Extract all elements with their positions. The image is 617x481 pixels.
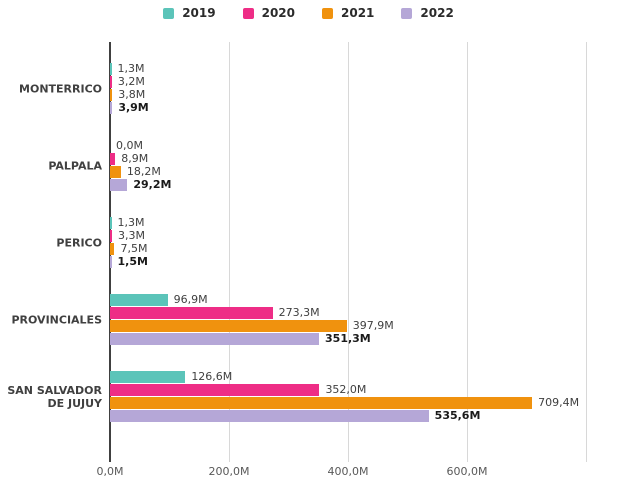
bar-value-label-2021-san-salvador-de-jujuy: 709,4M <box>538 396 580 409</box>
bar-2019-san-salvador-de-jujuy[interactable] <box>110 371 186 383</box>
bar-value-label-2022-san-salvador-de-jujuy: 535,6M <box>434 409 481 422</box>
bar-2019-provinciales[interactable] <box>110 294 168 306</box>
bar-2021-perico[interactable] <box>110 243 115 255</box>
gridline-800m <box>586 42 587 462</box>
bar-2021-monterrico[interactable] <box>110 89 113 101</box>
category-label-perico: PERICO <box>56 236 102 249</box>
x-tick-label-0: 0,0M <box>96 465 124 478</box>
bar-value-label-2020-san-salvador-de-jujuy: 352,0M <box>325 383 367 396</box>
plot-area: 0,0M 200,0M 400,0M 600,0M MONTERRICO 1,3M 3,2M… <box>7 42 587 478</box>
bar-2022-provinciales[interactable] <box>110 333 320 345</box>
x-tick-label-1: 200,0M <box>208 465 250 478</box>
legend-swatch-2021 <box>322 7 333 19</box>
bar-value-label-2020-monterrico: 3,2M <box>117 75 145 88</box>
legend-label-2021: 2021 <box>341 6 375 20</box>
category-label-palpala: PALPALA <box>48 159 102 172</box>
bar-2021-san-salvador-de-jujuy[interactable] <box>110 397 533 409</box>
bar-2022-perico[interactable] <box>110 256 112 268</box>
bar-2020-perico[interactable] <box>110 230 112 242</box>
bar-value-label-2021-palpala: 18,2M <box>126 165 161 178</box>
bar-value-label-2020-palpala: 8,9M <box>121 152 149 165</box>
bar-value-label-2019-perico: 1,3M <box>117 216 145 229</box>
bar-value-label-2020-provinciales: 273,3M <box>278 306 320 319</box>
bar-value-label-2022-provinciales: 351,3M <box>325 332 371 345</box>
bar-value-label-2019-monterrico: 1,3M <box>117 62 145 75</box>
x-tick-label-3: 600,0M <box>446 465 488 478</box>
bar-value-label-2021-perico: 7,5M <box>120 242 148 255</box>
bar-value-label-2022-monterrico: 3,9M <box>118 101 149 114</box>
gridline-400m <box>348 42 349 462</box>
chart-legend: 2019 2020 2021 2022 <box>0 6 617 20</box>
gridline-600m <box>467 42 468 462</box>
bar-value-label-2019-provinciales: 96,9M <box>173 293 208 306</box>
bar-2019-perico[interactable] <box>110 217 112 229</box>
bar-2022-palpala[interactable] <box>110 179 128 191</box>
bar-2020-san-salvador-de-jujuy[interactable] <box>110 384 320 396</box>
legend-item-2021[interactable]: 2021 <box>322 6 374 20</box>
bar-value-label-2021-monterrico: 3,8M <box>118 88 146 101</box>
bar-value-label-2019-san-salvador-de-jujuy: 126,6M <box>191 370 233 383</box>
bar-value-label-2020-perico: 3,3M <box>117 229 145 242</box>
category-label-san-salvador-de-jujuy: SAN SALVADOR DE JUJUY <box>7 383 102 410</box>
bar-2019-monterrico[interactable] <box>110 63 112 75</box>
bar-2020-palpala[interactable] <box>110 153 116 165</box>
category-label-monterrico: MONTERRICO <box>19 82 102 95</box>
legend-item-2019[interactable]: 2019 <box>163 6 216 20</box>
bar-2022-san-salvador-de-jujuy[interactable] <box>110 410 429 422</box>
gridline-200m <box>229 42 230 462</box>
bar-2021-provinciales[interactable] <box>110 320 347 332</box>
legend-item-2022[interactable]: 2022 <box>401 6 454 20</box>
bar-value-label-2021-provinciales: 397,9M <box>352 319 394 332</box>
bar-value-label-2022-palpala: 29,2M <box>133 178 172 191</box>
bar-value-label-2019-palpala: 0,0M <box>116 139 143 152</box>
bar-2021-palpala[interactable] <box>110 166 121 178</box>
bar-2022-monterrico[interactable] <box>110 102 113 114</box>
legend-item-2020[interactable]: 2020 <box>242 6 295 20</box>
bar-2020-provinciales[interactable] <box>110 307 273 319</box>
bar-value-label-2022-perico: 1,5M <box>117 255 148 268</box>
legend-label-2020: 2020 <box>261 6 295 20</box>
legend-label-2019: 2019 <box>182 6 216 20</box>
legend-label-2022: 2022 <box>420 6 454 20</box>
legend-swatch-2022 <box>401 7 413 19</box>
bar-2020-monterrico[interactable] <box>110 76 112 88</box>
category-label-provinciales: PROVINCIALES <box>11 313 102 326</box>
legend-swatch-2020 <box>242 7 254 19</box>
x-tick-label-2: 400,0M <box>327 465 369 478</box>
legend-swatch-2019 <box>163 7 175 19</box>
